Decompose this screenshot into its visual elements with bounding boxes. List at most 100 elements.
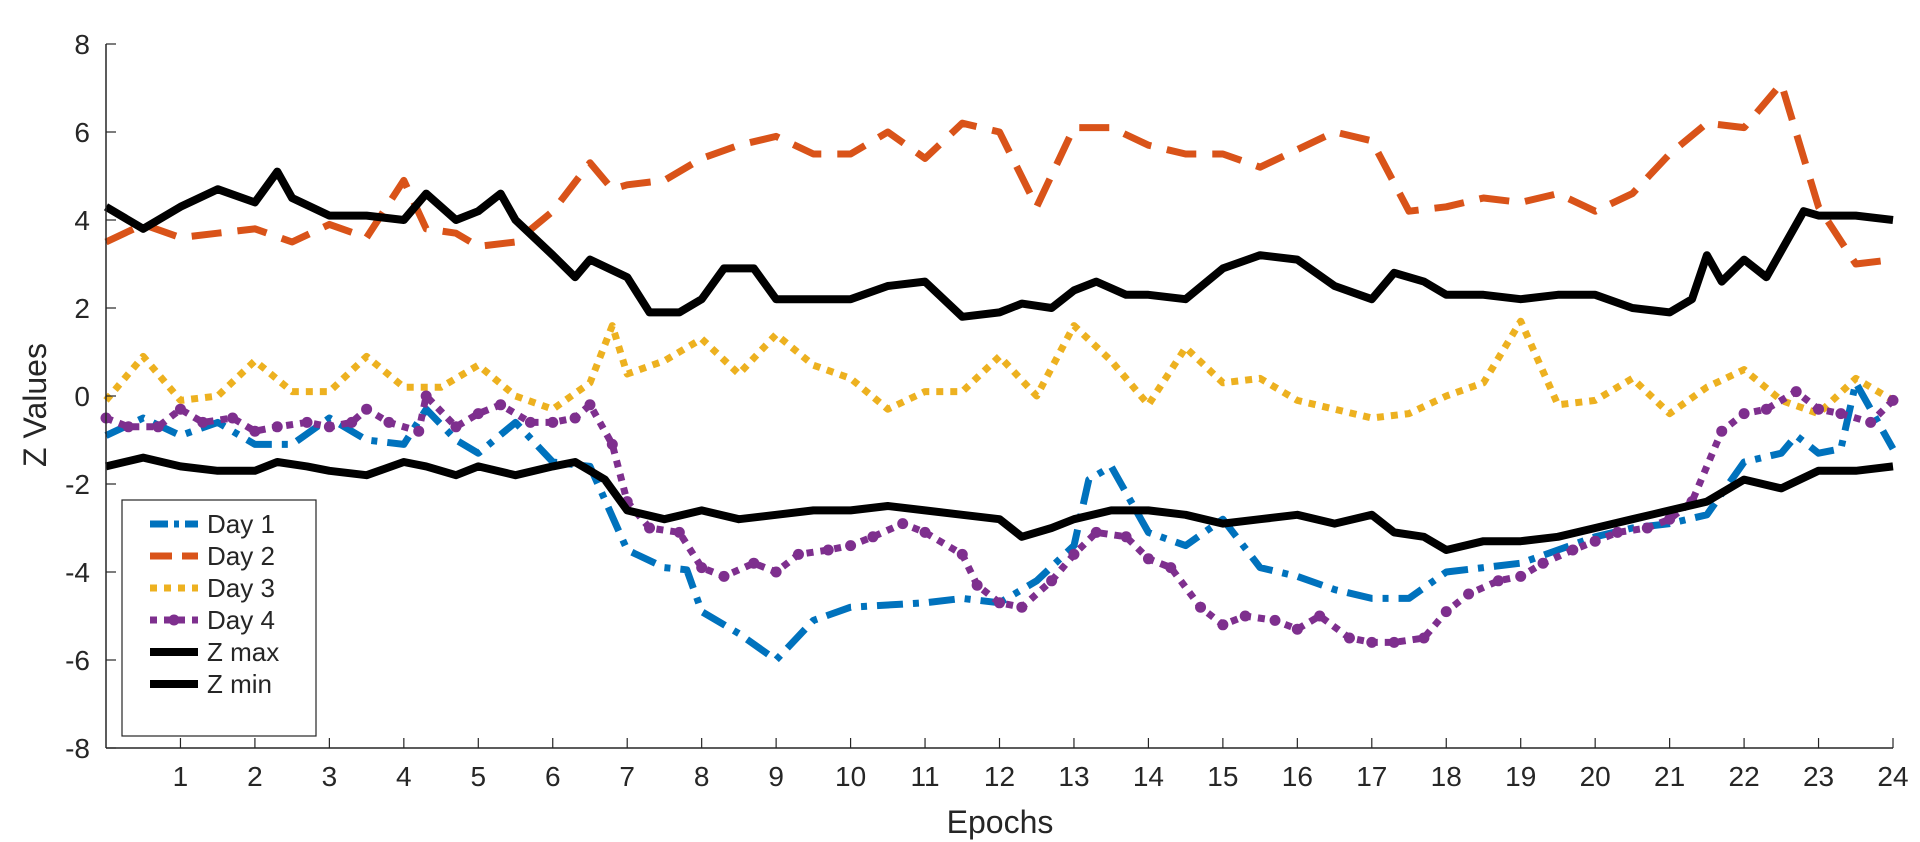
data-point <box>1664 513 1676 525</box>
legend-label: Day 1 <box>207 509 275 539</box>
x-tick-label: 8 <box>694 761 710 792</box>
x-tick-label: 12 <box>984 761 1015 792</box>
data-point <box>867 531 879 543</box>
x-tick-label: 10 <box>835 761 866 792</box>
series-line <box>105 453 1894 554</box>
data-point <box>1813 403 1825 415</box>
data-point <box>584 399 596 411</box>
data-point <box>346 416 358 428</box>
data-point <box>1865 416 1877 428</box>
legend-label: Day 2 <box>207 541 275 571</box>
data-point <box>1314 610 1326 622</box>
x-tick-label: 16 <box>1282 761 1313 792</box>
data-point <box>1165 562 1177 574</box>
data-point <box>994 597 1005 609</box>
data-point <box>1537 557 1549 569</box>
data-point <box>1567 544 1579 556</box>
data-point <box>1440 606 1452 618</box>
data-point <box>323 421 335 433</box>
series-layer <box>100 80 1899 664</box>
data-point <box>1887 394 1899 406</box>
x-tick-label: 15 <box>1207 761 1238 792</box>
x-tick-label: 22 <box>1729 761 1760 792</box>
x-tick-label: 17 <box>1356 761 1387 792</box>
series-z-max <box>103 167 1894 321</box>
x-tick-label: 3 <box>322 761 338 792</box>
data-point <box>1790 386 1802 398</box>
data-point <box>1835 408 1847 420</box>
data-point <box>1388 636 1400 648</box>
data-point <box>569 412 581 424</box>
data-point <box>1738 408 1750 420</box>
y-tick-label: -2 <box>65 469 90 500</box>
data-point <box>197 416 209 428</box>
data-point <box>174 403 186 415</box>
data-point <box>1760 403 1772 415</box>
x-tick-label: 11 <box>911 761 940 792</box>
data-point <box>971 579 983 591</box>
data-point <box>1239 610 1251 622</box>
data-point <box>249 425 261 437</box>
data-point <box>413 425 425 437</box>
x-tick-label: 21 <box>1654 761 1685 792</box>
x-tick-label: 13 <box>1058 761 1089 792</box>
series-line <box>104 379 1897 664</box>
data-point <box>383 416 395 428</box>
x-tick-label: 18 <box>1431 761 1462 792</box>
y-axis-label: Z Values <box>17 343 53 467</box>
y-tick-label: 0 <box>74 381 90 412</box>
y-tick-label: -4 <box>65 557 90 588</box>
data-point <box>1641 522 1653 534</box>
x-tick-label: 23 <box>1803 761 1834 792</box>
legend-label: Z max <box>207 637 279 667</box>
y-tick-label: -6 <box>65 645 90 676</box>
data-point <box>1046 575 1058 587</box>
data-point <box>227 412 239 424</box>
x-tick-label: 7 <box>619 761 635 792</box>
data-point <box>524 416 536 428</box>
data-point <box>1515 570 1527 582</box>
data-point <box>271 421 283 433</box>
data-point <box>122 421 134 433</box>
data-point <box>1195 601 1207 613</box>
data-point <box>1120 531 1132 543</box>
data-point <box>748 557 760 569</box>
y-tick-label: 6 <box>74 117 90 148</box>
plot-area: 1 2 3 4 5 6 7 8 9 10 11 12 13 14 15 16 17 18 19 20 21 22 23 24 … <box>65 29 1908 792</box>
y-ticks: -8 -6 -4 -2 0 2 4 6 8 <box>65 29 116 764</box>
y-tick-label: 2 <box>74 293 90 324</box>
x-tick-label: 1 <box>173 761 189 792</box>
data-point <box>1016 601 1028 613</box>
data-point <box>644 522 656 534</box>
data-point <box>1291 623 1303 635</box>
data-point <box>1418 632 1430 644</box>
data-point <box>1612 526 1624 538</box>
data-point <box>1343 632 1355 644</box>
x-tick-label: 6 <box>545 761 561 792</box>
series-day-1 <box>104 379 1897 664</box>
series-day-3 <box>103 317 1895 422</box>
data-point <box>1589 535 1601 547</box>
series-day-2 <box>104 80 1894 268</box>
data-point <box>1463 588 1475 600</box>
data-point <box>547 416 559 428</box>
data-point <box>696 562 708 574</box>
series-line <box>103 317 1895 422</box>
series-line <box>103 167 1894 321</box>
y-tick-label: 4 <box>74 205 90 236</box>
x-ticks: 1 2 3 4 5 6 7 8 9 10 11 12 13 14 15 16 17 18 19 20 21 22 23 24 <box>173 738 1909 792</box>
data-point <box>1716 425 1728 437</box>
data-point <box>1492 575 1504 587</box>
x-tick-label: 19 <box>1505 761 1536 792</box>
data-point <box>792 548 804 560</box>
series-line <box>104 80 1894 268</box>
data-point <box>718 570 730 582</box>
y-tick-label: 8 <box>74 29 90 60</box>
data-point <box>919 526 931 538</box>
y-tick-label: -8 <box>65 733 90 764</box>
legend-label: Day 3 <box>207 573 275 603</box>
series-z-min <box>105 453 1894 554</box>
